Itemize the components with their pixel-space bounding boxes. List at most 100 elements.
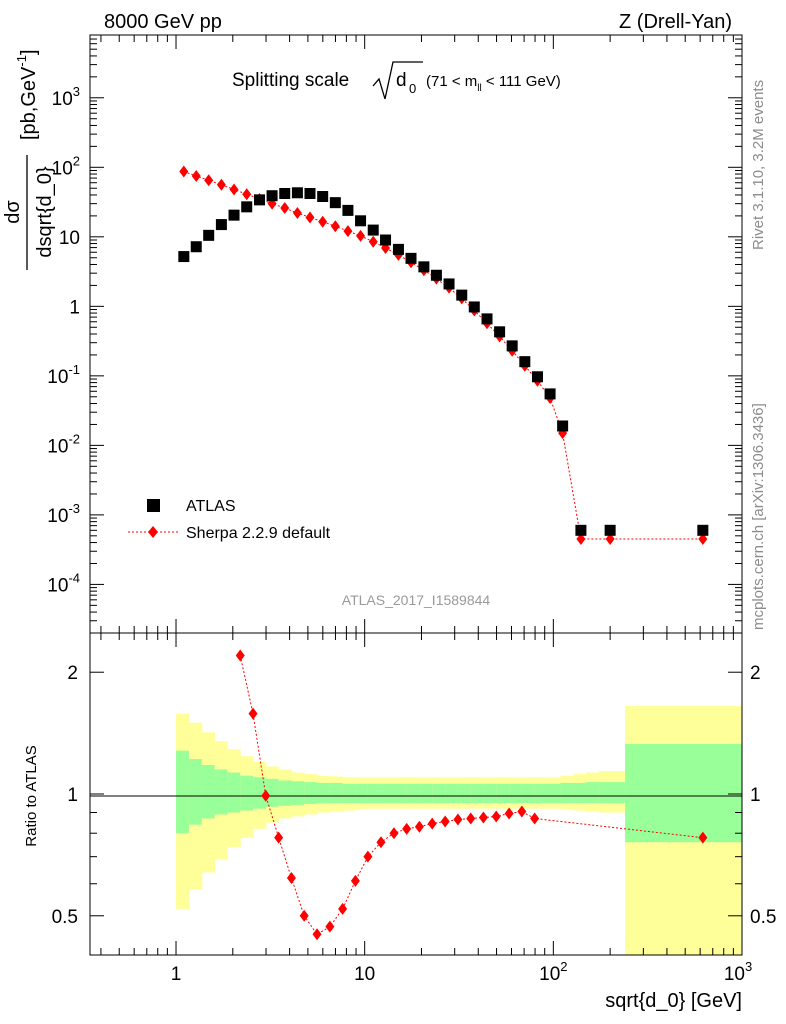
main-y-tick-label-exponent: -4	[68, 570, 80, 585]
band-inner	[496, 783, 510, 804]
ratio-point	[491, 810, 501, 823]
ratio-y-tick-label-left: 0.5	[52, 907, 78, 928]
sherpa-point	[204, 174, 214, 187]
ratio-y-axis-label: Ratio to ATLAS	[23, 745, 40, 846]
atlas-point	[253, 194, 265, 206]
band-inner	[278, 780, 292, 806]
x-tick-label-exponent: 3	[745, 959, 752, 974]
atlas-point	[604, 524, 616, 536]
title-range-end: < 111 GeV)	[482, 73, 561, 90]
sqrt-sign	[372, 61, 423, 100]
main-y-tick-label: 1	[69, 297, 80, 318]
ylabel-unit-end: ]	[18, 49, 40, 55]
x-tick-label-exponent: 2	[560, 959, 567, 974]
atlas-point	[241, 201, 253, 213]
atlas-point	[228, 209, 240, 221]
title-range-start: (71 < m	[426, 73, 477, 90]
band-inner	[240, 775, 254, 811]
band-inner	[560, 782, 574, 804]
atlas-point	[531, 371, 543, 383]
atlas-point	[190, 241, 202, 253]
band-inner	[521, 783, 536, 804]
band-inner	[355, 783, 369, 804]
title-text: Splitting scale	[232, 70, 349, 91]
title-range: (71 < mll < 111 GeV)	[426, 73, 561, 94]
main-y-tick-label: 10	[59, 228, 80, 249]
ratio-point	[286, 871, 296, 884]
ylabel-unit-start: [pb,GeV	[18, 66, 40, 140]
main-frame	[89, 34, 743, 634]
ratio-point	[312, 928, 322, 941]
band-inner	[253, 777, 267, 809]
x-tick-label-base: 10	[354, 964, 375, 985]
main-y-tick-label-base: 10	[47, 506, 68, 527]
x-tick-label: 1	[171, 964, 182, 985]
header-left: 8000 GeV pp	[104, 11, 222, 33]
x-tick-label-base: 1	[171, 964, 182, 985]
main-y-tick-label-base: 10	[52, 158, 73, 179]
x-tick-label-base: 10	[539, 964, 560, 985]
band-inner	[586, 782, 600, 804]
band-inner	[625, 743, 743, 843]
legend-sherpa-marker	[148, 526, 158, 538]
ylabel-denominator: dsqrt{d_0}	[34, 166, 56, 258]
sherpa-point	[229, 183, 239, 196]
band-inner	[176, 750, 190, 834]
main-y-tick-label-exponent: -1	[68, 362, 80, 377]
band-inner	[188, 759, 203, 825]
atlas-point	[266, 190, 278, 202]
atlas-point	[215, 219, 227, 231]
band-inner	[393, 783, 408, 804]
band-inner	[329, 782, 344, 804]
sherpa-point	[191, 169, 201, 182]
band-inner	[291, 781, 305, 805]
ratio-point	[530, 812, 540, 825]
ratio-point	[325, 920, 335, 933]
atlas-point	[481, 313, 493, 325]
atlas-point	[494, 326, 506, 338]
mcplots-label: mcplots.cern.ch [arXiv:1306.3436]	[750, 403, 767, 630]
ratio-point	[517, 805, 527, 818]
main-y-tick-label: 10-3	[47, 501, 80, 527]
band-inner	[445, 783, 459, 804]
sherpa-point	[698, 532, 708, 545]
atlas-point	[279, 187, 291, 199]
main-y-tick-label-exponent: -2	[68, 431, 80, 446]
ratio-panel: 0.5 0.51 12 2 1 10 102 103 Ratio to ATLAS sqrt…	[23, 632, 776, 1012]
ratio-y-tick-label-left: 1	[67, 785, 78, 806]
legend-sherpa-label: Sherpa 2.2.9 default	[186, 525, 331, 542]
band-inner	[265, 778, 280, 807]
x-axis-label: sqrt{d_0} [GeV]	[605, 990, 742, 1012]
band-inner	[547, 783, 561, 804]
sherpa-line	[183, 171, 703, 540]
ratio-y-tick-label-right: 1	[750, 785, 761, 806]
chart-title: Splitting scale d 0 (71 < mll < 111 GeV)	[232, 61, 561, 100]
sherpa-point	[216, 178, 226, 191]
atlas-point	[418, 261, 430, 273]
ratio-y-tick-label-left: 2	[67, 663, 78, 684]
band-inner	[509, 783, 523, 804]
ratio-point	[299, 909, 309, 922]
atlas-point	[575, 524, 587, 536]
atlas-point	[557, 420, 569, 432]
analysis-id: ATLAS_2017_I1589844	[342, 592, 491, 608]
atlas-point	[380, 234, 392, 246]
ratio-point	[414, 820, 424, 833]
sherpa-point	[356, 229, 366, 242]
atlas-point	[291, 187, 303, 199]
sherpa-point	[576, 532, 586, 545]
main-y-tick-label: 102	[52, 153, 80, 179]
ratio-point	[389, 827, 399, 840]
ratio-point	[248, 707, 258, 720]
sherpa-point	[242, 188, 252, 201]
title-range-sub: ll	[477, 83, 481, 94]
main-y-tick-label-base: 10	[47, 575, 68, 596]
main-y-axis-label: dσ dsqrt{d_0} [pb,GeV-1]	[2, 49, 56, 270]
atlas-point	[392, 243, 404, 255]
main-ticks	[90, 35, 743, 633]
x-tick-label: 10	[354, 964, 375, 985]
band-inner	[214, 769, 228, 815]
